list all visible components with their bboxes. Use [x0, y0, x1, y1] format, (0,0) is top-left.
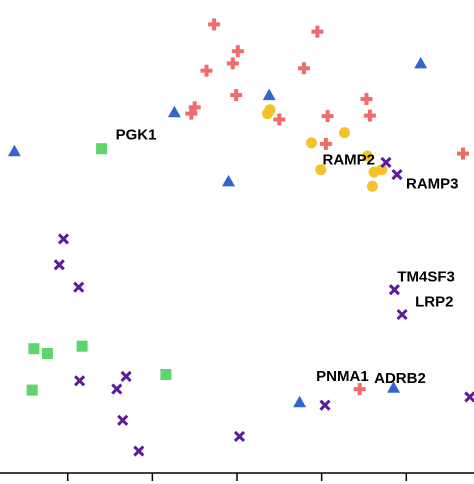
point-label-pgk1: PGK1 [116, 127, 157, 144]
circle-marker-8 [376, 164, 388, 176]
x-marker-2 [391, 169, 403, 181]
x-marker-1 [380, 156, 392, 168]
x-marker-3 [57, 233, 70, 245]
plus-marker-14 [319, 137, 332, 150]
x-marker-5 [73, 281, 85, 293]
point-label-adrb2: ADRB2 [374, 370, 426, 387]
circle-marker-3 [339, 127, 350, 139]
scatter-points [7, 18, 474, 457]
circle-marker-9 [366, 180, 378, 192]
x-marker-11 [464, 391, 474, 403]
square-marker-5 [160, 369, 172, 380]
plus-marker-2 [311, 25, 324, 38]
square-marker-4 [41, 348, 53, 359]
plus-marker-3 [231, 45, 244, 58]
plus-marker-12 [363, 109, 376, 122]
triangle-marker-3 [167, 105, 181, 118]
circle-marker-4 [306, 137, 317, 149]
circle-marker-6 [315, 164, 327, 176]
plus-marker-5 [200, 64, 213, 77]
square-marker-2 [76, 340, 88, 352]
point-label-pnma1: PNMA1 [316, 368, 369, 385]
x-marker-13 [117, 414, 129, 426]
x-marker-12 [319, 399, 331, 411]
x-marker-15 [133, 445, 145, 457]
x-marker-6 [388, 284, 400, 296]
plus-marker-11 [360, 93, 373, 105]
plus-marker-16 [353, 383, 366, 396]
triangle-marker-7 [387, 381, 401, 393]
triangle-marker-2 [262, 88, 276, 101]
plus-marker-8 [188, 101, 201, 114]
square-marker-6 [26, 384, 38, 396]
plus-marker-15 [457, 147, 469, 160]
triangle-marker-5 [222, 174, 235, 187]
plus-marker-9 [185, 107, 198, 120]
x-marker-10 [111, 383, 123, 395]
square-marker-3 [28, 343, 40, 355]
plus-marker-10 [273, 113, 286, 126]
plus-marker-4 [226, 57, 239, 70]
circle-marker-2 [264, 104, 276, 116]
plus-marker-1 [208, 18, 221, 31]
point-label-tm4sf3: TM4SF3 [397, 269, 455, 286]
x-marker-7 [396, 308, 408, 321]
point-labels: PNMA1 PGK1 RAMP2 RAMP3 TM4SF3 LRP2 ADRB2 [116, 127, 459, 387]
x-marker-8 [120, 370, 132, 382]
x-marker-9 [74, 375, 86, 387]
point-label-ramp3: RAMP3 [406, 176, 459, 193]
triangle-marker-1 [414, 56, 428, 69]
x-axis [0, 472, 474, 481]
x-marker-4 [53, 259, 65, 271]
point-label-ramp2: RAMP2 [322, 151, 375, 168]
point-label-lrp2: LRP2 [415, 294, 453, 311]
x-marker-14 [233, 430, 246, 442]
plus-marker-6 [297, 62, 310, 75]
plus-marker-7 [230, 89, 243, 102]
triangle-marker-6 [293, 395, 307, 408]
triangle-marker-4 [7, 144, 21, 157]
plus-marker-13 [321, 110, 334, 123]
circle-marker-5 [361, 150, 373, 162]
square-marker-1 [96, 143, 108, 155]
